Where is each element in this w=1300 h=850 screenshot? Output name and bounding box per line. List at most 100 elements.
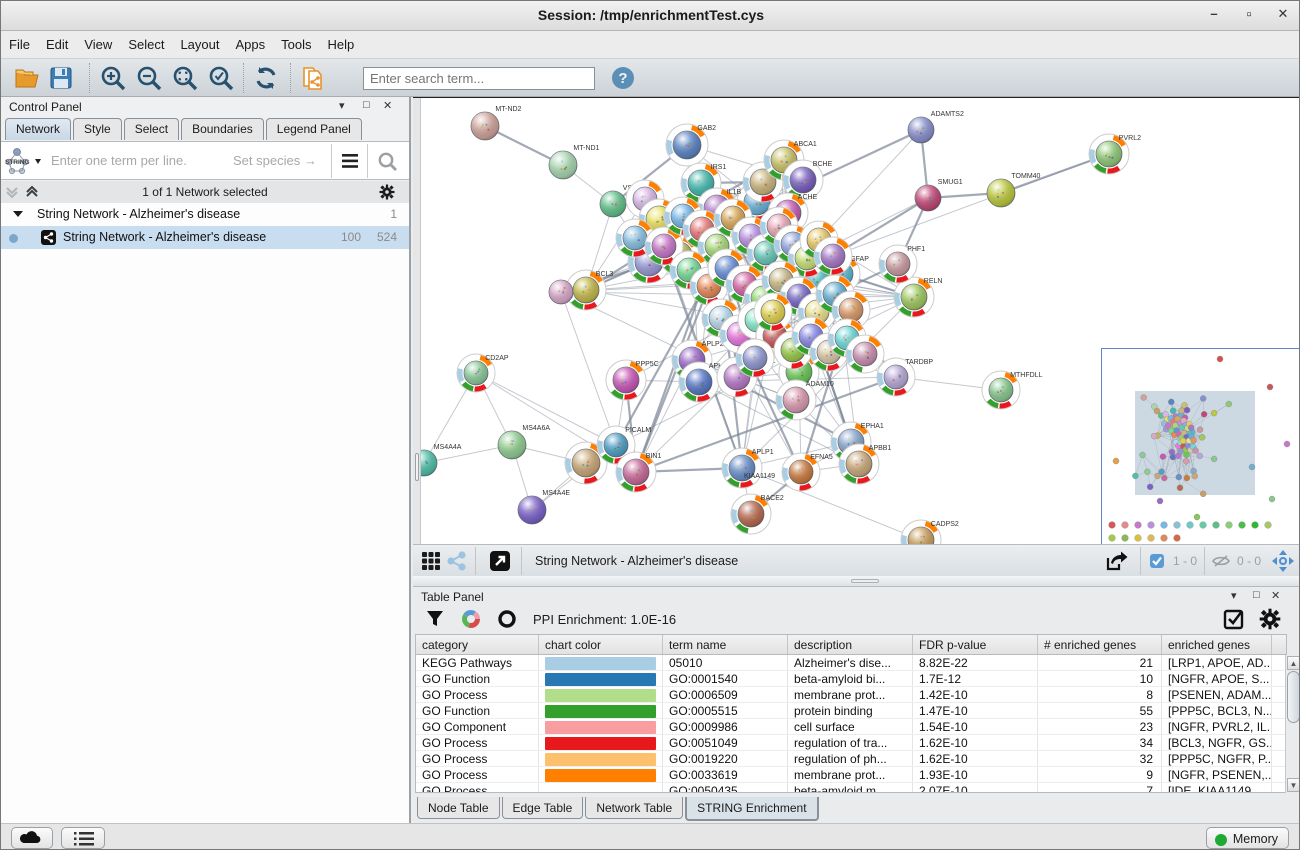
zoom-selected-icon[interactable]	[207, 64, 235, 92]
table-row[interactable]: GO Function GO:0001540 beta-amyloid bi... 1…	[416, 671, 1286, 687]
search-input[interactable]	[363, 67, 595, 90]
panel-menu-icon[interactable]: ▾	[339, 100, 345, 112]
string-query-input[interactable]: Enter one term per line.	[51, 153, 187, 168]
menu-tools[interactable]: Tools	[281, 37, 312, 52]
network-node-cd2ap[interactable]: CD2AP	[456, 353, 509, 393]
tab-select[interactable]: Select	[123, 118, 180, 140]
zoom-in-icon[interactable]	[99, 64, 127, 92]
network-node-tomm40[interactable]: TOMM40	[986, 173, 1041, 208]
column-header-term-name[interactable]: term name	[663, 635, 788, 654]
tab-edge-table[interactable]: Edge Table	[501, 797, 584, 819]
column-header-chart-color[interactable]: chart color	[539, 635, 663, 654]
refresh-icon[interactable]	[252, 64, 280, 92]
network-node-mt-nd1[interactable]: MT-ND1	[548, 145, 600, 180]
network-node-ppp5c[interactable]: PPP5C	[605, 359, 659, 401]
minimize-button[interactable]: –	[1210, 6, 1218, 21]
column-header--enriched-genes[interactable]: # enriched genes	[1038, 635, 1162, 654]
cloud-button[interactable]	[11, 827, 53, 849]
select-columns-icon[interactable]	[1223, 608, 1245, 630]
table-row[interactable]: GO Process GO:0006509 membrane prot... 1.42…	[416, 687, 1286, 703]
tab-boundaries[interactable]: Boundaries	[181, 118, 264, 140]
network-node-mt-nd2[interactable]: MT-ND2	[470, 106, 522, 141]
ring-chart-icon[interactable]	[497, 609, 517, 629]
string-options-icon[interactable]	[339, 151, 361, 171]
help-icon[interactable]: ?	[609, 64, 637, 92]
maximize-button[interactable]: ▫	[1246, 6, 1252, 23]
horizontal-splitter[interactable]	[413, 576, 1299, 586]
export-network-icon[interactable]	[1105, 550, 1129, 572]
network-node-apbb1[interactable]: APBB1	[838, 443, 891, 485]
hidden-eye-icon[interactable]	[1211, 553, 1231, 569]
network-node-bcl3[interactable]: BCL3	[565, 269, 613, 311]
network-node-abca7[interactable]: ABCA7	[564, 441, 619, 485]
vertical-splitter[interactable]	[413, 98, 421, 545]
pan-navigate-icon[interactable]	[1271, 549, 1295, 573]
tab-style[interactable]: Style	[73, 118, 122, 140]
tab-node-table[interactable]: Node Table	[417, 797, 500, 819]
import-network-icon[interactable]	[299, 64, 327, 92]
species-hint[interactable]: Set species →	[233, 153, 317, 168]
scroll-thumb[interactable]	[1287, 671, 1299, 723]
zoom-fit-icon[interactable]	[171, 64, 199, 92]
network-node[interactable]	[644, 226, 684, 266]
network-options-gear-icon[interactable]	[379, 184, 395, 200]
memory-button[interactable]: Memory	[1205, 827, 1289, 849]
splitter-handle[interactable]	[851, 579, 879, 583]
menu-select[interactable]: Select	[128, 37, 165, 52]
menu-view[interactable]: View	[84, 37, 113, 52]
open-in-window-icon[interactable]	[489, 550, 511, 572]
string-logo-icon[interactable]: STRING	[3, 146, 43, 176]
network-node-ms4a6a[interactable]: MS4A6A	[497, 425, 550, 460]
network-node-kiaa1149[interactable]: KIAA1149	[744, 473, 775, 480]
network-node-mthfdll[interactable]: MTHFDLL	[981, 370, 1043, 410]
table-row[interactable]: GO Process GO:0050435 beta-amyloid m 2.07E-…	[416, 783, 1286, 792]
column-header-description[interactable]: description	[788, 635, 913, 654]
network-collection-row[interactable]: String Network - Alzheimer's disease 1	[1, 203, 409, 226]
close-button[interactable]: ✕	[1277, 6, 1289, 21]
string-search-icon[interactable]	[377, 151, 399, 173]
open-session-icon[interactable]	[13, 64, 41, 92]
network-node[interactable]	[845, 334, 885, 374]
network-node-efna5[interactable]: EFNA5	[781, 452, 833, 492]
table-row[interactable]: GO Process GO:0033619 membrane prot... 1.93…	[416, 767, 1286, 783]
table-row[interactable]: GO Component GO:0009986 cell surface 1.54E-…	[416, 719, 1286, 735]
menu-help[interactable]: Help	[327, 37, 355, 52]
tab-string-enrichment[interactable]: STRING Enrichment	[685, 797, 819, 821]
menu-edit[interactable]: Edit	[45, 37, 69, 52]
network-node-gab2[interactable]: GAB2	[665, 123, 716, 167]
share-view-icon[interactable]	[447, 551, 467, 571]
network-node-adamts2[interactable]: ADAMTS2	[907, 111, 964, 144]
network-node-ms4a4e[interactable]: MS4A4E	[517, 490, 570, 525]
splitter-handle[interactable]	[415, 453, 419, 481]
network-node-smug1[interactable]: SMUG1	[914, 179, 963, 212]
tab-network[interactable]: Network	[5, 118, 72, 140]
table-row[interactable]: GO Function GO:0005515 protein binding 1.47…	[416, 703, 1286, 719]
menu-file[interactable]: File	[9, 37, 30, 52]
network-node-phf1[interactable]: PHF1	[878, 244, 925, 284]
network-node-bin1[interactable]: BIN1	[615, 451, 661, 493]
selected-checkbox-icon[interactable]	[1149, 553, 1165, 569]
network-node[interactable]	[753, 292, 793, 332]
chart-donut-icon[interactable]	[461, 609, 481, 629]
network-node-bace2[interactable]: BACE2	[730, 493, 784, 535]
network-row[interactable]: String Network - Alzheimer's disease 100…	[1, 226, 409, 249]
panel-menu-icon[interactable]: ▾	[1231, 590, 1237, 602]
float-panel-icon[interactable]: □	[1253, 589, 1260, 601]
network-node-irs1[interactable]: IRS1	[680, 162, 726, 204]
tab-network-table[interactable]: Network Table	[585, 797, 684, 819]
network-node-reln[interactable]: RELN	[893, 276, 942, 318]
table-scrollbar[interactable]: ▲ ▼	[1285, 655, 1299, 793]
task-list-button[interactable]	[61, 827, 105, 849]
menu-apps[interactable]: Apps	[235, 37, 266, 52]
close-panel-icon[interactable]: ✕	[1271, 590, 1281, 602]
network-node-aph1a[interactable]: APH1A	[678, 361, 732, 403]
network-node-cadps2[interactable]: CADPS2	[900, 519, 959, 544]
column-header-enriched-genes[interactable]: enriched genes	[1162, 635, 1272, 654]
table-row[interactable]: KEGG Pathways 05010 Alzheimer's dise... 8.8…	[416, 655, 1286, 671]
close-panel-icon[interactable]: ✕	[383, 100, 393, 112]
menu-layout[interactable]: Layout	[180, 37, 220, 52]
filter-icon[interactable]	[425, 609, 445, 629]
network-node[interactable]	[615, 218, 655, 258]
zoom-out-icon[interactable]	[135, 64, 163, 92]
table-row[interactable]: GO Process GO:0019220 regulation of ph... 1…	[416, 751, 1286, 767]
